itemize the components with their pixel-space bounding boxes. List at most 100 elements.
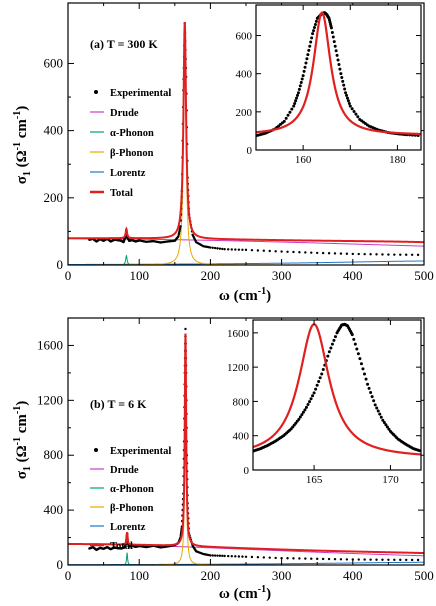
data-point xyxy=(304,557,307,560)
inset-data-point xyxy=(315,383,319,387)
inset-x-tick-label: 180 xyxy=(389,154,406,166)
inset-data-point xyxy=(336,58,340,62)
data-point xyxy=(241,248,244,251)
inset-data-point xyxy=(312,391,316,395)
data-point xyxy=(405,253,408,256)
data-point xyxy=(339,252,343,255)
data-point xyxy=(298,557,301,560)
inset-data-point xyxy=(370,395,374,399)
data-point xyxy=(410,558,414,562)
inset-data-point xyxy=(340,76,344,79)
data-point xyxy=(363,558,366,561)
inset-data-point xyxy=(300,77,304,81)
inset-data-point xyxy=(329,346,333,350)
x-tick-label: 100 xyxy=(129,568,149,583)
data-point xyxy=(179,225,182,228)
inset-data-point xyxy=(314,387,318,391)
inset-x-tick-label: 165 xyxy=(306,474,323,486)
inset-data-point xyxy=(292,104,296,108)
data-point xyxy=(262,556,265,559)
inset-data-point xyxy=(300,413,304,417)
inset-data-point xyxy=(350,107,354,111)
data-point xyxy=(357,558,360,561)
legend-label: Drude xyxy=(110,465,139,476)
inset-data-point xyxy=(337,63,341,67)
data-point xyxy=(262,249,265,252)
inset-data-point xyxy=(295,96,299,100)
legend-marker-experimental xyxy=(94,90,98,94)
y-axis-label-part: (Ω xyxy=(14,445,30,466)
inset-data-point xyxy=(312,29,316,33)
y-tick-label: 0 xyxy=(57,257,64,272)
data-point xyxy=(280,556,283,560)
inset-data-point xyxy=(330,30,334,34)
inset-data-point xyxy=(329,26,333,30)
inset-data-point xyxy=(339,72,343,76)
inset-data-point xyxy=(335,53,339,57)
inset-data-point xyxy=(387,427,391,431)
data-point xyxy=(304,251,307,254)
inset-plot-area xyxy=(253,322,421,456)
inset-data-point xyxy=(417,449,421,453)
data-point xyxy=(393,253,396,256)
data-point xyxy=(227,554,230,558)
data-point xyxy=(244,555,248,558)
inset-data-point xyxy=(381,418,385,422)
panel-b: 0 100 200 300 400 500 0 400 800 1200 1600 (b) T = 6… xyxy=(12,317,434,602)
inset-data-point xyxy=(312,26,316,30)
data-point xyxy=(286,557,289,560)
data-point xyxy=(363,252,366,256)
data-point xyxy=(381,558,384,561)
y-tick-label: 800 xyxy=(44,447,64,462)
inset-series-total xyxy=(256,11,421,136)
inset-data-point xyxy=(345,93,349,97)
inset-data-point xyxy=(334,49,338,53)
inset-data-point xyxy=(369,391,373,395)
series-line-phonon xyxy=(68,254,424,265)
data-point xyxy=(256,556,260,559)
inset-data-point xyxy=(310,36,314,40)
inset-data-point xyxy=(333,44,337,48)
inset-y-tick-label: 1600 xyxy=(227,328,250,340)
inset-data-point xyxy=(311,394,315,398)
data-point xyxy=(327,557,331,561)
panel-title: (a) T = 300 K xyxy=(90,37,158,51)
inset: 165 170 0 400 800 1200 1600 xyxy=(227,319,422,486)
inset-y-tick-label: 1200 xyxy=(227,362,250,374)
inset-data-point xyxy=(350,333,354,337)
inset-data-point xyxy=(378,412,382,416)
data-point xyxy=(316,557,319,561)
y-tick-label: 400 xyxy=(44,502,64,517)
data-point xyxy=(223,248,226,251)
data-point xyxy=(399,253,402,256)
data-point xyxy=(250,555,254,559)
inset-data-point xyxy=(342,83,346,87)
inset-data-point xyxy=(376,409,380,413)
inset-data-point xyxy=(332,40,336,44)
inset-data-point xyxy=(331,35,335,39)
data-point xyxy=(209,554,212,557)
data-point xyxy=(268,556,271,559)
inset-y-tick-label: 0 xyxy=(244,465,250,477)
inset-data-point xyxy=(309,397,313,401)
inset-data-point xyxy=(308,44,312,48)
series-line-total xyxy=(68,333,424,555)
legend-label: Experimental xyxy=(110,446,171,457)
data-point xyxy=(375,253,378,256)
data-point xyxy=(256,249,260,252)
inset-data-point xyxy=(372,399,376,403)
x-axis-label-sup: -1 xyxy=(258,584,266,595)
data-point xyxy=(333,252,337,255)
inset-data-point xyxy=(297,417,301,421)
x-tick-label: 400 xyxy=(343,568,363,583)
y-axis-label-sup: -1 xyxy=(12,111,23,119)
data-point xyxy=(298,251,301,254)
inset: 160 180 0 200 400 600 xyxy=(236,4,422,166)
inset-data-point xyxy=(347,101,351,105)
data-point xyxy=(321,557,325,561)
inset-data-point xyxy=(295,93,299,97)
inset-data-point xyxy=(288,110,292,114)
data-point xyxy=(351,252,354,256)
legend-label: β-Phonon xyxy=(110,503,154,514)
series-line-phonon xyxy=(68,552,424,565)
